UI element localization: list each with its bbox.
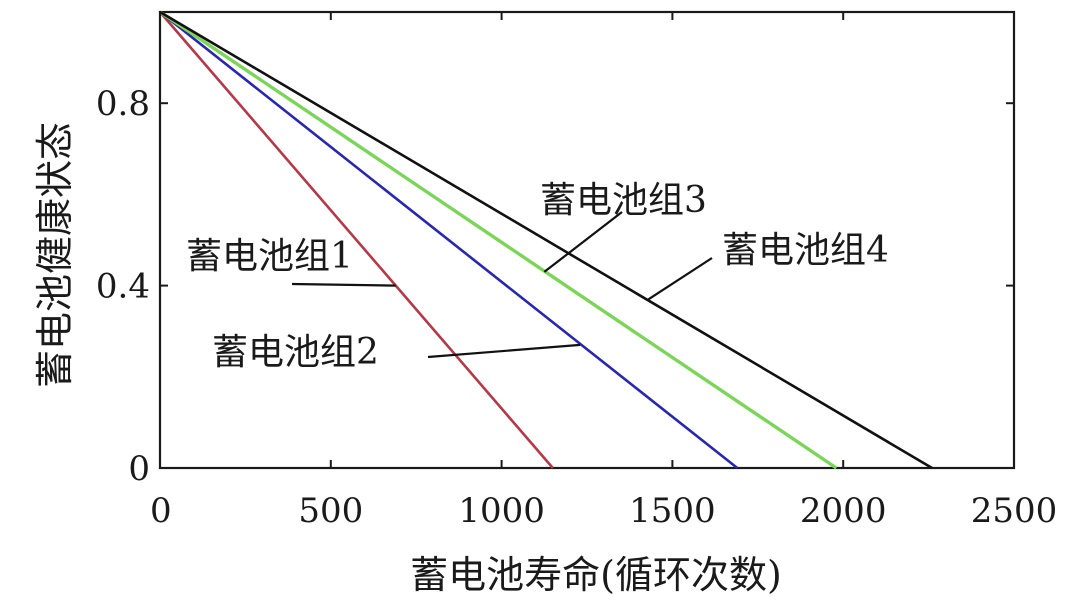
plot-frame	[158, 10, 1016, 470]
y-tick-label: 0.8	[96, 84, 150, 124]
label-leader-lines	[291, 211, 713, 359]
x-tick-label: 1000	[458, 491, 545, 531]
series-label-3: 蓄电池组3	[540, 180, 707, 221]
y-axis-label: 蓄电池健康状态	[33, 122, 77, 388]
y-tick-label: 0	[128, 449, 150, 489]
leader-line-1	[291, 282, 396, 287]
axis-ticks: 0 500 1000 1500 2000 2500 0 0.4 0.8	[96, 12, 1057, 531]
leader-line-3	[543, 211, 623, 273]
x-tick-label: 500	[298, 491, 363, 531]
x-tick-label: 2000	[800, 491, 887, 531]
series-line-4	[159, 10, 933, 470]
series-label-1: 蓄电池组1	[186, 236, 353, 277]
series-label-4: 蓄电池组4	[722, 230, 889, 271]
x-tick-label: 1500	[629, 491, 716, 531]
series-line-1	[159, 11, 554, 469]
series-labels: 蓄电池组1 蓄电池组2 蓄电池组3 蓄电池组4	[186, 180, 889, 373]
series-line-3	[159, 10, 838, 470]
leader-line-2	[427, 343, 581, 359]
plot-area	[158, 10, 1016, 470]
leader-line-4	[647, 257, 713, 301]
x-axis-label: 蓄电池寿命(循环次数)	[410, 553, 782, 597]
series-line-2	[159, 10, 739, 470]
x-tick-label: 2500	[971, 491, 1058, 531]
series-label-2: 蓄电池组2	[212, 332, 379, 373]
y-tick-label: 0.4	[96, 267, 150, 307]
x-tick-label: 0	[150, 491, 172, 531]
series-lines	[159, 10, 933, 470]
